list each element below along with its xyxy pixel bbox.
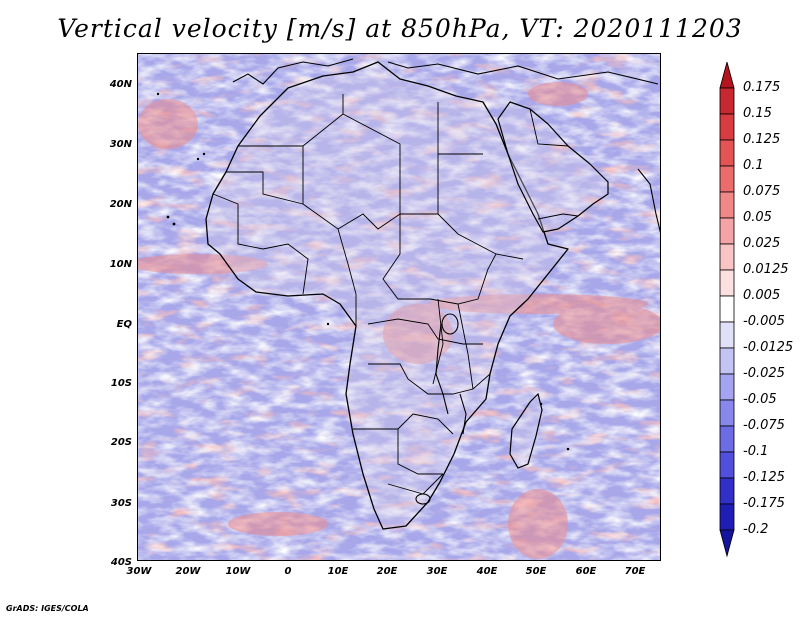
map-panel[interactable]: [137, 53, 661, 561]
lon-label-50e: 50E: [525, 566, 547, 577]
colorbar-label: -0.075: [743, 418, 785, 433]
colorbar-segment: [719, 399, 735, 427]
colorbar-label: -0.0125: [743, 340, 794, 355]
lon-label-70e: 70E: [624, 566, 646, 577]
colorbar-label: -0.1: [743, 444, 769, 459]
colorbar-segment: [719, 217, 735, 245]
colorbar-label: -0.2: [743, 522, 769, 537]
lakes: [415, 313, 467, 505]
lon-label-20e: 20E: [376, 566, 398, 577]
colorbar-segment: [719, 373, 735, 401]
colorbar-segment: [719, 425, 735, 453]
lat-label-30n: 30N: [109, 139, 132, 150]
country-borders: [212, 94, 579, 495]
colorbar-segment: [719, 477, 735, 505]
lat-label-40s: 40S: [110, 557, 132, 568]
colorbar-segment: [719, 165, 735, 193]
europe-coastline: [232, 58, 659, 85]
colorbar-label: -0.05: [743, 392, 777, 407]
chart-title: Vertical velocity [m/s] at 850hPa, VT: 2…: [57, 14, 743, 43]
colorbar-arrow-bottom: [719, 529, 735, 558]
colorbar-label: -0.005: [743, 314, 785, 329]
lat-label-eq: EQ: [116, 319, 132, 330]
colorbar-label: 0.05: [743, 210, 772, 225]
lat-label-40n: 40N: [109, 79, 132, 90]
colorbar-label: 0.075: [743, 184, 781, 199]
colorbar-label: 0.005: [743, 288, 781, 303]
colorbar-segment: [719, 113, 735, 141]
arabia-coastline: [497, 101, 609, 233]
colorbar-label: -0.175: [743, 496, 785, 511]
colorbar-segment: [719, 347, 735, 375]
colorbar-label: 0.175: [743, 80, 781, 95]
colorbar-label: 0.1: [743, 158, 764, 173]
colorbar-segment: [719, 503, 735, 531]
islands: [156, 92, 570, 451]
lat-label-10s: 10S: [110, 378, 132, 389]
colorbar-segment: [719, 321, 735, 349]
lon-label-30w: 30W: [126, 566, 152, 577]
colorbar-segment: [719, 191, 735, 219]
colorbar-segment: [719, 269, 735, 297]
colorbar-segment: [719, 139, 735, 167]
colorbar-segment: [719, 451, 735, 479]
lon-label-40e: 40E: [476, 566, 498, 577]
colorbar-label: 0.025: [743, 236, 781, 251]
colorbar-arrow-top: [719, 62, 735, 89]
colorbar-label: 0.125: [743, 132, 781, 147]
africa-coastline: [205, 61, 569, 530]
colorbar-segment: [719, 243, 735, 271]
lon-label-20w: 20W: [175, 566, 201, 577]
lon-label-60e: 60E: [575, 566, 597, 577]
lon-label-10w: 10W: [225, 566, 251, 577]
lon-label-0: 0: [284, 566, 292, 577]
lat-label-20n: 20N: [109, 199, 132, 210]
velocity-field-map: [138, 54, 660, 560]
india-coastline: [637, 168, 660, 234]
colorbar-label: -0.125: [743, 470, 785, 485]
colorbar-label: 0.15: [743, 106, 772, 121]
colorbar-segment: [719, 295, 735, 323]
lon-label-10e: 10E: [327, 566, 349, 577]
grads-credit: GrADS: IGES/COLA: [6, 604, 89, 613]
lat-label-20s: 20S: [110, 437, 132, 448]
colorbar: [719, 62, 735, 558]
colorbar-label: -0.025: [743, 366, 785, 381]
lon-label-30e: 30E: [426, 566, 448, 577]
colorbar-label: 0.0125: [743, 262, 789, 277]
madagascar-coastline: [509, 392, 543, 469]
lat-label-10n: 10N: [109, 259, 132, 270]
lat-label-30s: 30S: [110, 498, 132, 509]
colorbar-segment: [719, 87, 735, 115]
